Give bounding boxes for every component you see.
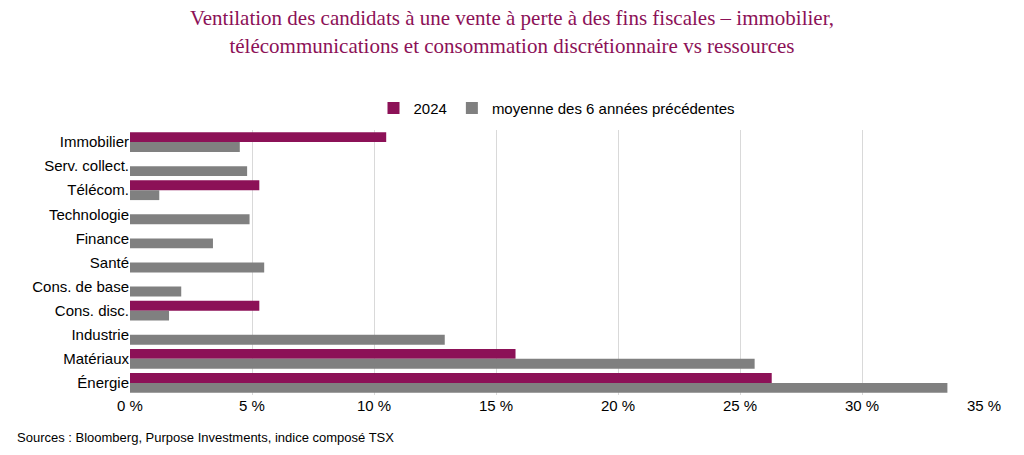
svg-text:Énergie: Énergie [77, 374, 129, 391]
svg-text:Technologie: Technologie [49, 206, 129, 223]
svg-text:20 %: 20 % [601, 397, 635, 414]
svg-text:15 %: 15 % [479, 397, 513, 414]
svg-text:0 %: 0 % [117, 397, 143, 414]
svg-text:Serv. collect.: Serv. collect. [44, 157, 129, 174]
svg-text:Matériaux: Matériaux [63, 350, 129, 367]
svg-text:Télécom.: Télécom. [67, 181, 129, 198]
svg-text:Sources : Bloomberg, Purpose I: Sources : Bloomberg, Purpose Investments… [17, 430, 394, 445]
svg-text:30 %: 30 % [845, 397, 879, 414]
svg-text:Finance: Finance [76, 230, 129, 247]
svg-text:35 %: 35 % [967, 397, 1001, 414]
svg-text:Industrie: Industrie [71, 326, 129, 343]
svg-text:moyenne des 6 années précédent: moyenne des 6 années précédentes [492, 100, 735, 117]
svg-text:25 %: 25 % [723, 397, 757, 414]
svg-text:2024: 2024 [414, 100, 447, 117]
svg-text:5 %: 5 % [239, 397, 265, 414]
svg-text:10 %: 10 % [357, 397, 391, 414]
svg-text:Cons. de base: Cons. de base [32, 278, 129, 295]
svg-text:Cons. disc.: Cons. disc. [55, 302, 129, 319]
svg-text:Santé: Santé [90, 254, 129, 271]
svg-text:Immobilier: Immobilier [60, 133, 129, 150]
svg-text:Ventilation des candidats à un: Ventilation des candidats à une vente à … [190, 6, 834, 57]
